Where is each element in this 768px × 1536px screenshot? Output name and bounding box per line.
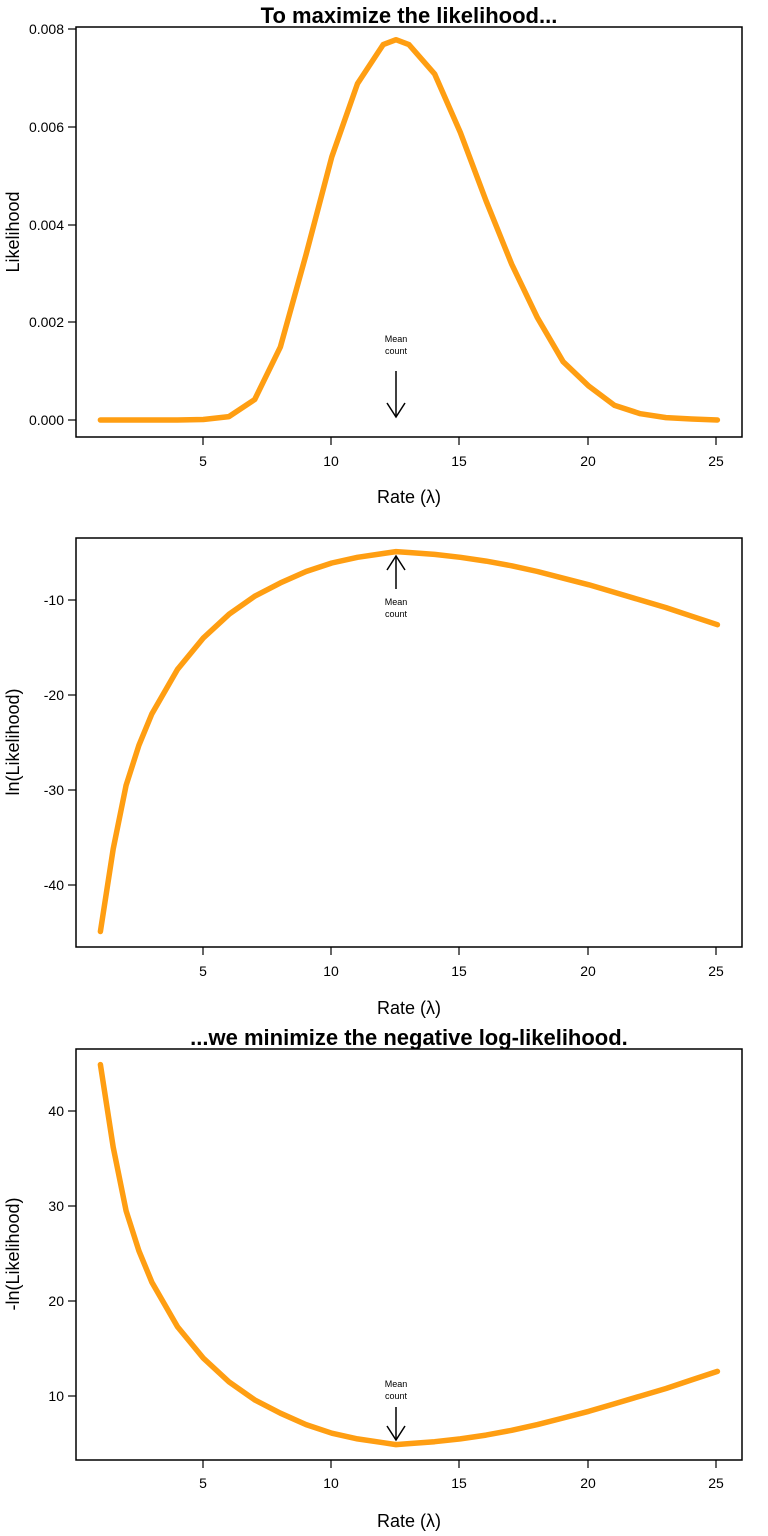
chart-2-y-tick-label: -20 [44, 687, 64, 703]
chart-panel-1: To maximize the likelihood... 5 10 15 20… [3, 3, 743, 507]
chart-3-mean-count-annotation: Mean count [385, 1379, 408, 1442]
chart-3-series-line [97, 1061, 721, 1448]
chart-1-series-line [97, 36, 721, 423]
chart-2-y-tick-label: -40 [44, 877, 64, 893]
chart-1-y-tick-label: 0.008 [29, 21, 64, 37]
arrow-up-icon [386, 554, 406, 589]
chart-3-x-tick-label: 10 [323, 1475, 339, 1491]
chart-1-title: To maximize the likelihood... [261, 3, 558, 28]
chart-3-frame [75, 1048, 743, 1461]
chart-2-y-axis-label: ln(Likelihood) [3, 688, 23, 795]
chart-2-annotation-line-2: count [385, 609, 408, 619]
chart-3-y-ticks: 10 20 30 40 [48, 1103, 76, 1404]
arrow-down-icon [386, 371, 406, 419]
chart-3-y-tick-label: 30 [48, 1198, 64, 1214]
chart-panel-3: ...we minimize the negative log-likeliho… [3, 1025, 743, 1531]
chart-2-frame [75, 537, 743, 948]
chart-1-x-ticks: 5 10 15 20 25 [199, 437, 724, 469]
chart-2-x-tick-label: 20 [580, 963, 596, 979]
chart-2-x-tick-label: 5 [199, 963, 207, 979]
chart-1-x-tick-label: 15 [451, 453, 467, 469]
chart-1-x-tick-label: 20 [580, 453, 596, 469]
chart-1-y-tick-label: 0.006 [29, 119, 64, 135]
chart-2-series-line [97, 548, 721, 935]
chart-3-y-tick-label: 20 [48, 1293, 64, 1309]
chart-3-x-tick-label: 25 [708, 1475, 724, 1491]
chart-2-y-tick-label: -30 [44, 782, 64, 798]
chart-1-y-axis-label: Likelihood [3, 191, 23, 272]
chart-3-x-tick-label: 5 [199, 1475, 207, 1491]
chart-2-x-tick-label: 25 [708, 963, 724, 979]
chart-2-x-ticks: 5 10 15 20 25 [199, 947, 724, 979]
chart-3-x-tick-label: 20 [580, 1475, 596, 1491]
chart-3-x-axis-label: Rate (λ) [377, 1511, 441, 1531]
chart-1-frame [75, 26, 743, 438]
chart-2-mean-count-annotation: Mean count [385, 554, 408, 619]
chart-2-x-tick-label: 10 [323, 963, 339, 979]
chart-1-y-tick-label: 0.002 [29, 314, 64, 330]
chart-3-annotation-line-1: Mean [385, 1379, 408, 1389]
chart-1-y-tick-label: 0.004 [29, 217, 64, 233]
chart-1-x-tick-label: 10 [323, 453, 339, 469]
chart-3-x-ticks: 5 10 15 20 25 [199, 1460, 724, 1491]
chart-1-mean-count-annotation: Mean count [385, 334, 408, 419]
chart-3-y-tick-label: 10 [48, 1388, 64, 1404]
chart-3-annotation-line-2: count [385, 1391, 408, 1401]
chart-2-y-ticks: -40 -30 -20 -10 [44, 592, 76, 893]
chart-1-y-tick-label: 0.000 [29, 412, 64, 428]
chart-3-y-axis-label: -ln(Likelihood) [3, 1197, 23, 1310]
chart-1-x-tick-label: 25 [708, 453, 724, 469]
chart-2-x-tick-label: 15 [451, 963, 467, 979]
chart-1-y-ticks: 0.000 0.002 0.004 0.006 0.008 [29, 21, 76, 428]
chart-2-x-axis-label: Rate (λ) [377, 998, 441, 1018]
chart-3-x-tick-label: 15 [451, 1475, 467, 1491]
chart-2-y-tick-label: -10 [44, 592, 64, 608]
chart-3-y-tick-label: 40 [48, 1103, 64, 1119]
chart-1-x-axis-label: Rate (λ) [377, 487, 441, 507]
chart-1-x-tick-label: 5 [199, 453, 207, 469]
chart-3-title: ...we minimize the negative log-likeliho… [190, 1025, 628, 1050]
chart-panel-2: 5 10 15 20 25 -40 -30 -20 -10 Rate (λ) l… [3, 537, 743, 1018]
arrow-down-icon [386, 1407, 406, 1442]
chart-2-annotation-line-1: Mean [385, 597, 408, 607]
chart-1-annotation-line-1: Mean [385, 334, 408, 344]
chart-1-annotation-line-2: count [385, 346, 408, 356]
